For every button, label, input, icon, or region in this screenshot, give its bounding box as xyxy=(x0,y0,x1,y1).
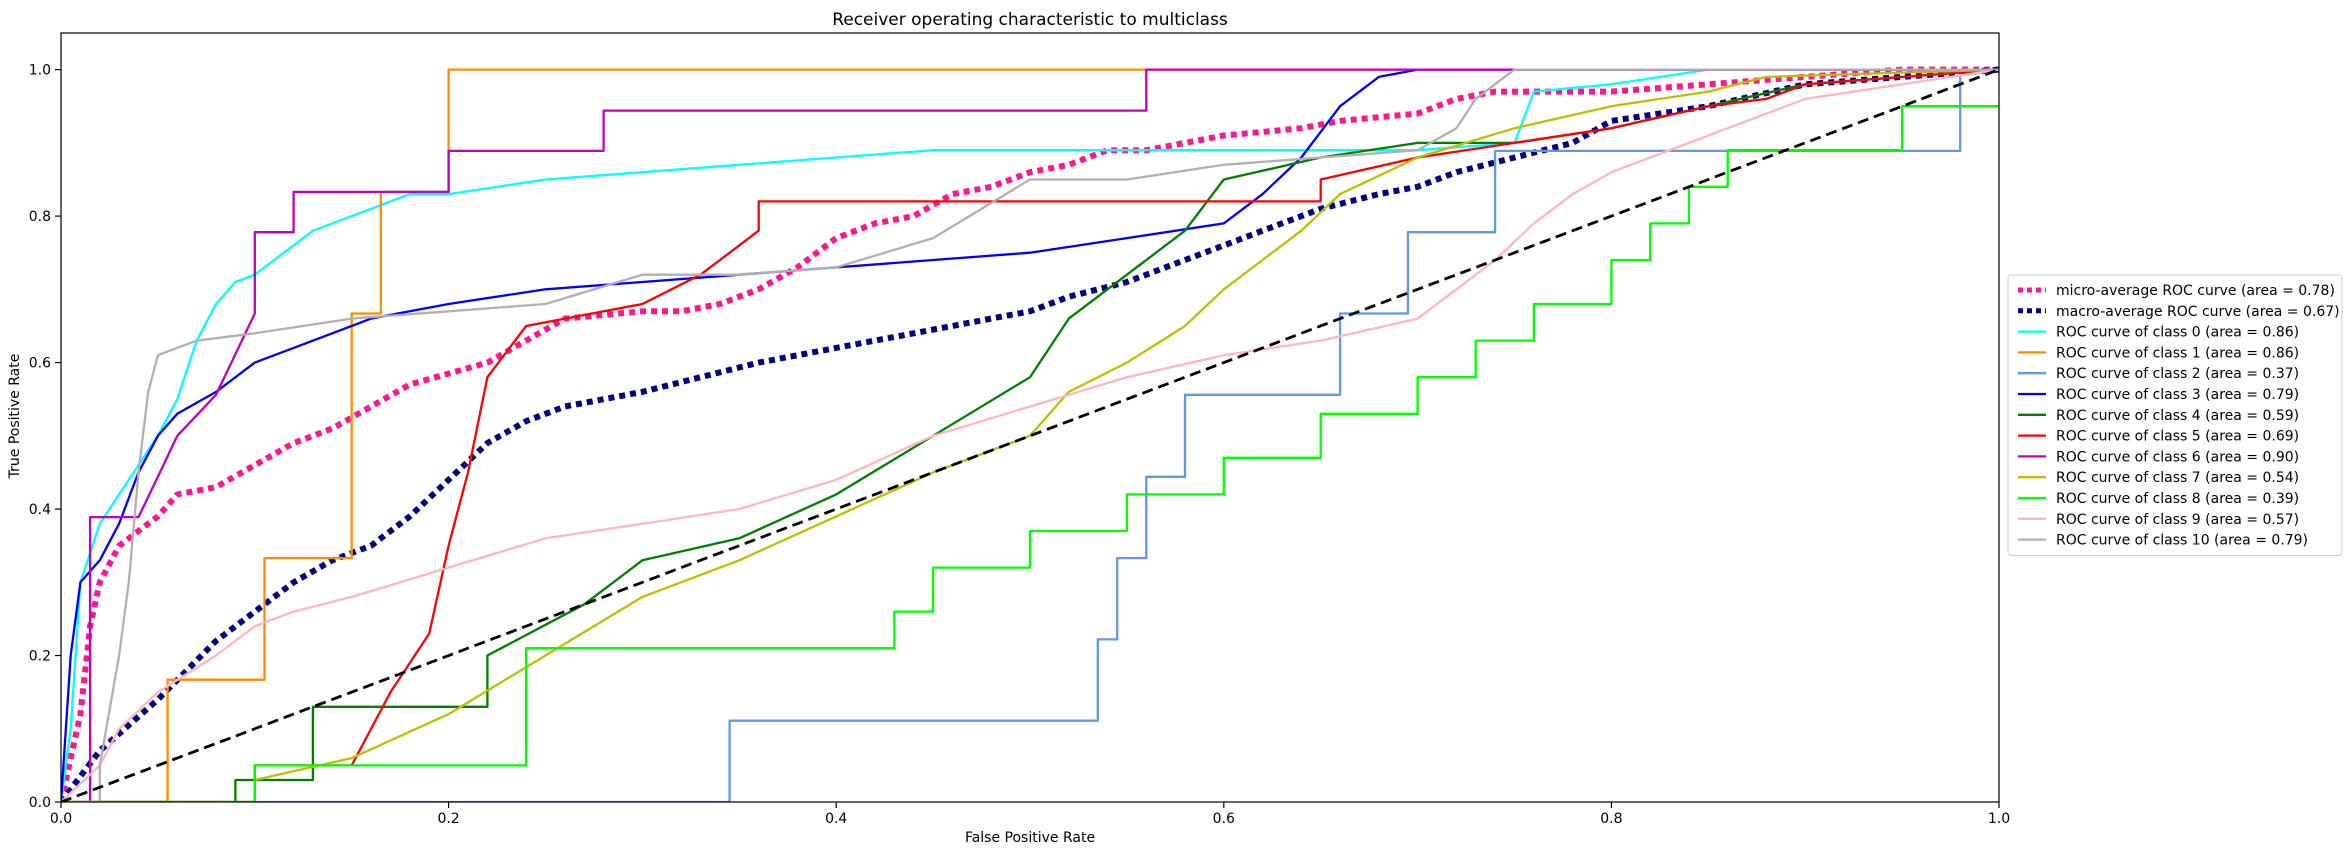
legend-label-6: ROC curve of class 4 (area = 0.59) xyxy=(2056,408,2299,424)
y-tick-label: 0.4 xyxy=(29,502,51,518)
y-tick-label: 0.8 xyxy=(29,209,51,225)
series-line-5 xyxy=(61,68,1999,802)
series-line-10 xyxy=(61,105,1999,802)
legend-label-0: micro-average ROC curve (area = 0.78) xyxy=(2056,283,2335,299)
x-tick-label: 0.0 xyxy=(50,811,72,827)
series-line-9 xyxy=(61,68,1999,802)
x-tick-label: 0.2 xyxy=(437,811,459,827)
legend-label-3: ROC curve of class 1 (area = 0.86) xyxy=(2056,345,2299,361)
legend-label-2: ROC curve of class 0 (area = 0.86) xyxy=(2056,325,2299,341)
y-axis-label: True Positive Rate xyxy=(7,354,23,480)
legend-label-11: ROC curve of class 9 (area = 0.57) xyxy=(2056,512,2299,528)
series-line-8 xyxy=(61,68,1999,802)
legend-label-4: ROC curve of class 2 (area = 0.37) xyxy=(2056,366,2299,382)
x-tick-label: 0.6 xyxy=(1213,811,1235,827)
y-tick-label: 1.0 xyxy=(29,63,51,79)
legend-label-1: macro-average ROC curve (area = 0.67) xyxy=(2056,304,2340,320)
legend-label-10: ROC curve of class 8 (area = 0.39) xyxy=(2056,491,2299,507)
series-line-4 xyxy=(61,68,1999,802)
chance-diagonal-line xyxy=(61,68,1999,802)
series-line-11 xyxy=(61,68,1999,802)
x-tick-label: 0.4 xyxy=(825,811,847,827)
axes-frame xyxy=(60,32,2000,803)
x-tick-label: 1.0 xyxy=(1988,811,2010,827)
series-line-2 xyxy=(61,68,1999,802)
axes: 0.0 0.2 0.4 0.6 0.8 1.0 0.0 0.2 0.4 0.6 0.8 1.0 xyxy=(29,32,2010,827)
series-line-1 xyxy=(61,66,1999,802)
legend-label-8: ROC curve of class 6 (area = 0.90) xyxy=(2056,449,2299,465)
series-line-12 xyxy=(61,68,1999,802)
legend-label-9: ROC curve of class 7 (area = 0.54) xyxy=(2056,470,2299,486)
chart-title: Receiver operating characteristic to mul… xyxy=(832,10,1228,30)
x-axis-label: False Positive Rate xyxy=(965,830,1095,846)
plot-area xyxy=(61,66,1999,802)
y-tick-label: 0.0 xyxy=(29,795,51,811)
legend-label-5: ROC curve of class 3 (area = 0.79) xyxy=(2056,387,2299,403)
series-line-0 xyxy=(61,66,1999,802)
legend: micro-average ROC curve (area = 0.78) mac… xyxy=(2007,274,2343,556)
legend-label-12: ROC curve of class 10 (area = 0.79) xyxy=(2056,533,2308,549)
y-tick-label: 0.6 xyxy=(29,356,51,372)
x-tick-label: 0.8 xyxy=(1600,811,1622,827)
legend-box xyxy=(2007,274,2343,556)
y-tick-label: 0.2 xyxy=(29,649,51,665)
legend-label-7: ROC curve of class 5 (area = 0.69) xyxy=(2056,429,2299,445)
